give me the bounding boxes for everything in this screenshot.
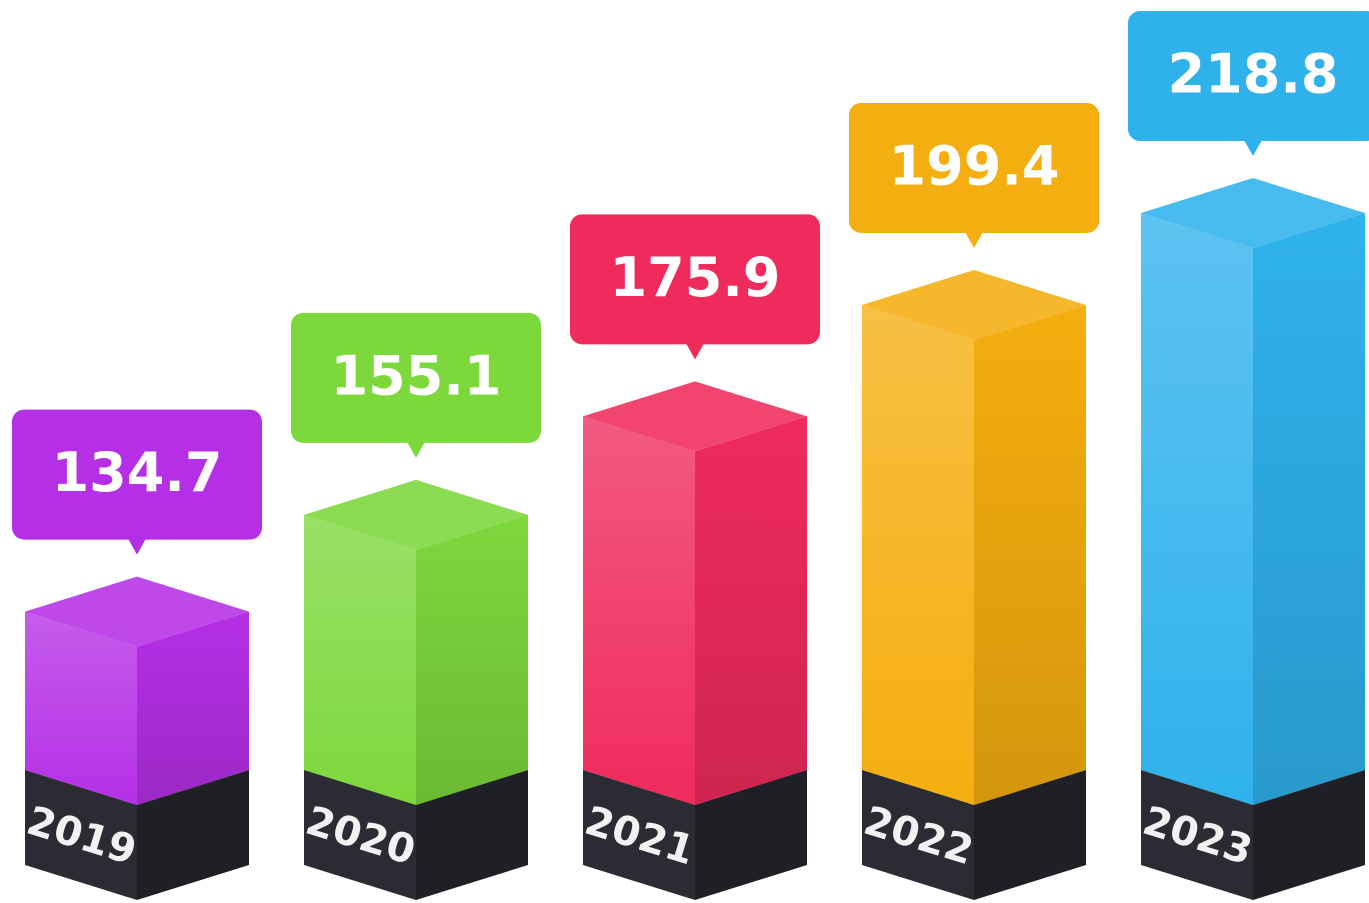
- base-right-face: [974, 770, 1086, 900]
- bar-left-shade: [304, 514, 416, 805]
- bar-left-shade: [25, 611, 137, 805]
- base-right-face: [416, 770, 528, 900]
- bar-top-shade: [304, 479, 528, 550]
- bar-top-face: [304, 479, 528, 550]
- value-callout: [291, 312, 541, 443]
- base-right-face: [1253, 770, 1365, 900]
- callout-pointer: [686, 343, 704, 360]
- bar-top-face: [583, 381, 807, 452]
- bar: [862, 269, 1086, 900]
- bar-right-shade: [695, 416, 807, 805]
- value-label: 155.1: [331, 345, 502, 408]
- bar: [1141, 178, 1365, 900]
- bar: [304, 479, 528, 900]
- callout-pointer: [1244, 140, 1262, 156]
- base-left-face: [862, 770, 974, 900]
- bar-top-shade: [1141, 178, 1365, 248]
- value-label: 218.8: [1168, 43, 1339, 106]
- value-label: 134.7: [52, 441, 223, 504]
- bar-top-shade: [583, 381, 807, 452]
- bar-left-shade: [1141, 213, 1253, 805]
- bar-right-shade: [416, 514, 528, 805]
- base-right-face: [695, 770, 807, 900]
- bar-right-shade: [137, 611, 249, 805]
- base-left-face: [304, 770, 416, 900]
- callout-pointer: [128, 538, 146, 555]
- bar-left-shade: [862, 304, 974, 805]
- base-left-face: [1141, 770, 1253, 900]
- value-label: 175.9: [610, 246, 781, 309]
- base-left-face: [25, 770, 137, 900]
- value-label: 199.4: [889, 135, 1060, 198]
- value-callout: [1128, 11, 1369, 141]
- bar-top-shade: [862, 269, 1086, 340]
- callout-pointer: [407, 441, 425, 458]
- bar: [25, 576, 249, 900]
- base-left-face: [583, 770, 695, 900]
- bar: [583, 381, 807, 900]
- value-callout: [849, 102, 1099, 233]
- bar-top-face: [1141, 178, 1365, 248]
- base-right-face: [137, 770, 249, 900]
- callout-pointer: [965, 231, 983, 248]
- bar-top-face: [862, 269, 1086, 340]
- bar-left-shade: [583, 416, 695, 805]
- value-callout: [12, 409, 262, 540]
- value-callout: [570, 214, 820, 345]
- bar-top-shade: [25, 576, 249, 647]
- bar-right-shade: [1253, 213, 1365, 805]
- bar-top-face: [25, 576, 249, 647]
- bar-right-shade: [974, 304, 1086, 805]
